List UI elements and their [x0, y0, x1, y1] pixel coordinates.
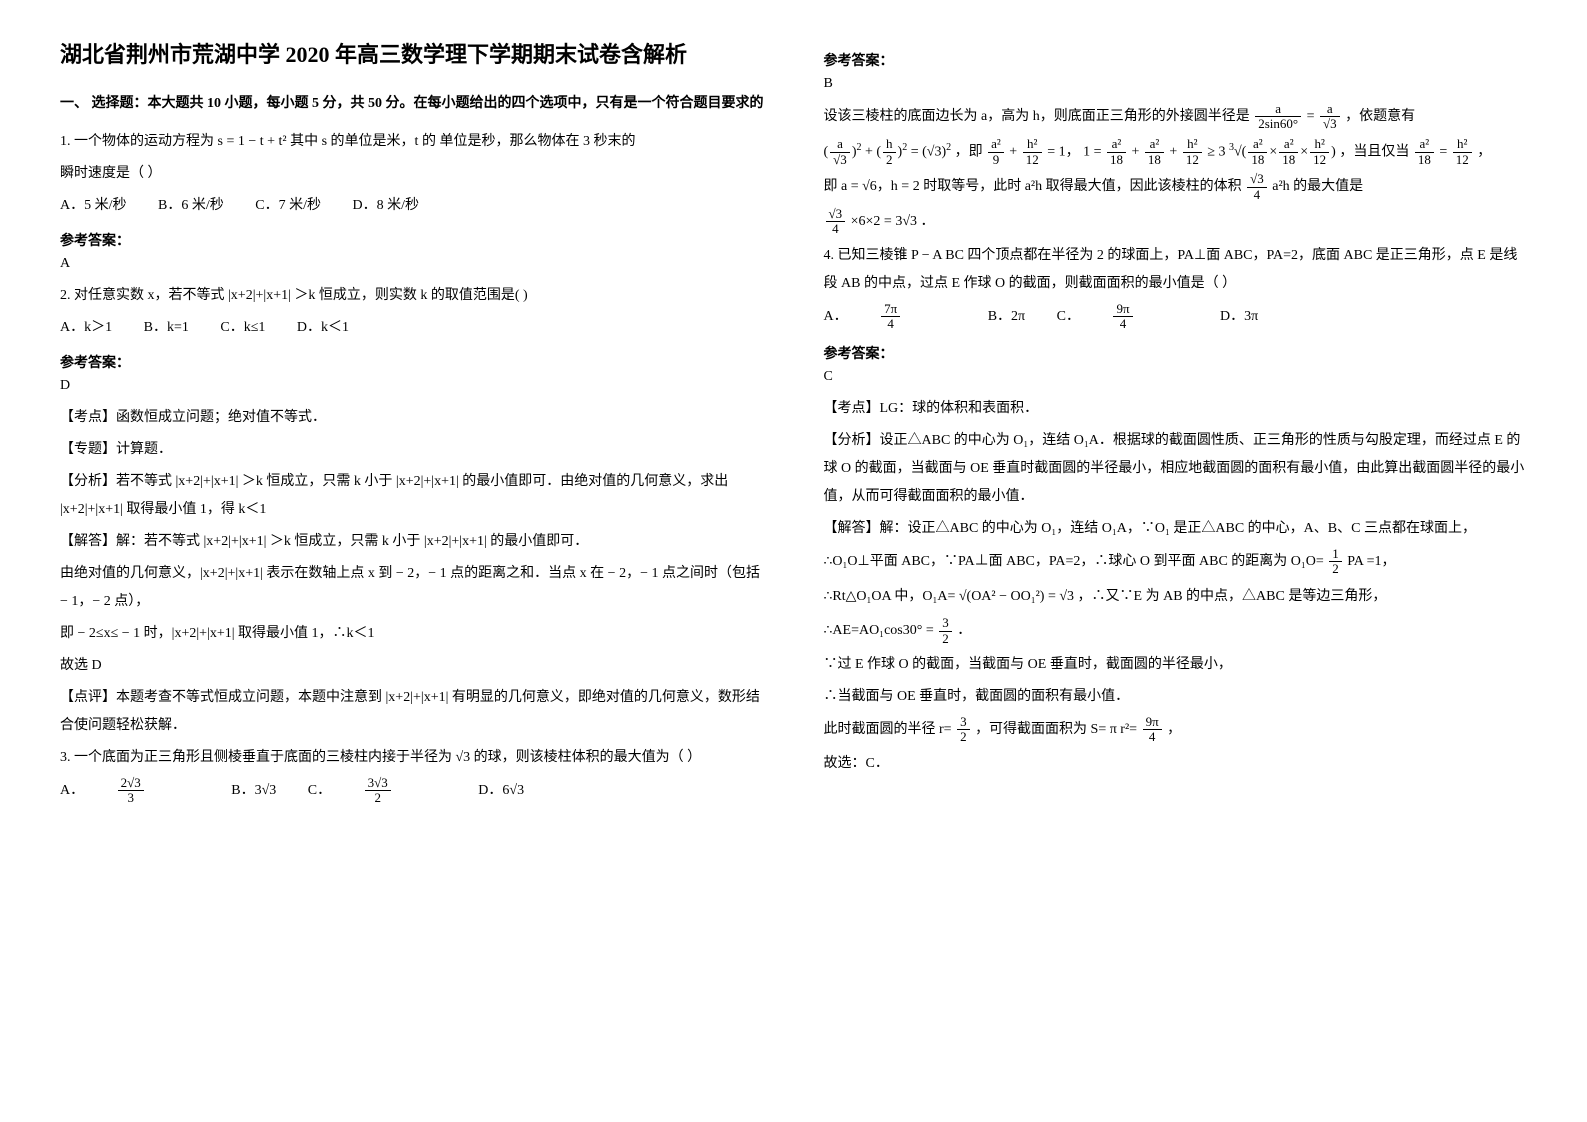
q4-p6: ∴AE=AO₁cos30° = 32 ． — [824, 616, 1528, 647]
q2-optB: B．k=1 — [144, 320, 189, 335]
q2-options: A．k＞1 B．k=1 C．k≤1 D．k＜1 — [60, 314, 764, 342]
q3-optB: B．3√3 — [231, 783, 276, 798]
q4-ans-label: 参考答案： — [824, 343, 1528, 363]
q3-stem: 3. 一个底面为正三角形且侧棱垂直于底面的三棱柱内接于半径为 √3 的球，则该棱… — [60, 744, 764, 772]
q1-optC: C．7 米/秒 — [255, 198, 321, 213]
q3-optD: D．6√3 — [478, 783, 524, 798]
q3-options: A． 2√33 B．3√3 C． 3√32 D．6√3 — [60, 776, 764, 807]
r-line1: 设该三棱柱的底面边长为 a，高为 h，则底面正三角形的外接圆半径是 a2sin6… — [824, 102, 1528, 133]
q4-p4: ∴O₁O⊥平面 ABC，∵PA⊥面 ABC，PA=2，∴球心 O 到平面 ABC… — [824, 547, 1528, 578]
q1-options: A．5 米/秒 B．6 米/秒 C．7 米/秒 D．8 米/秒 — [60, 192, 764, 220]
r-ans-label-1: 参考答案： — [824, 50, 1528, 70]
r-line4: √34 ×6×2 = 3√3 ． — [824, 207, 1528, 238]
q2-p5: 由绝对值的几何意义，|x+2|+|x+1| 表示在数轴上点 x 到 − 2，− … — [60, 560, 764, 616]
r-line2: (a√3)2 + (h2)2 = (√3)2 ，即 a²9 + h²12 = 1… — [824, 137, 1528, 168]
q4-optC: C． 9π4 — [1057, 309, 1192, 324]
q1-ans: A — [60, 256, 764, 272]
q4-p1: 【考点】LG：球的体积和表面积． — [824, 395, 1528, 423]
q1-optA: A．5 米/秒 — [60, 198, 127, 213]
q4-p7: ∵过 E 作球 O 的截面，当截面与 OE 垂直时，截面圆的半径最小， — [824, 651, 1528, 679]
q1-optB: B．6 米/秒 — [158, 198, 224, 213]
q1-stem-2: 瞬时速度是（ ） — [60, 160, 764, 188]
q2-p3: 【分析】若不等式 |x+2|+|x+1| ＞k 恒成立，只需 k 小于 |x+2… — [60, 468, 764, 524]
q2-optD: D．k＜1 — [297, 320, 349, 335]
q4-ans: C — [824, 369, 1528, 385]
q2-p7: 故选 D — [60, 652, 764, 680]
q4-optD: D．3π — [1220, 309, 1258, 324]
q4-p8: ∴当截面与 OE 垂直时，截面圆的面积有最小值． — [824, 683, 1528, 711]
q4-p10: 故选：C． — [824, 750, 1528, 778]
q2-ans: D — [60, 378, 764, 394]
q4-p5: ∴Rt△O₁OA 中，O₁A= √(OA² − OO₁²) = √3 ，∴又∵E… — [824, 582, 1528, 613]
q2-ans-label: 参考答案： — [60, 352, 764, 372]
q4-stem: 4. 已知三棱锥 P − A BC 四个顶点都在半径为 2 的球面上，PA⊥面 … — [824, 242, 1528, 298]
r-ans-1: B — [824, 76, 1528, 92]
doc-title: 湖北省荆州市荒湖中学 2020 年高三数学理下学期期末试卷含解析 — [60, 40, 764, 71]
q3-optA: A． 2√33 — [60, 783, 203, 798]
q2-optA: A．k＞1 — [60, 320, 112, 335]
r-line3: 即 a = √6，h = 2 时取等号，此时 a²h 取得最大值，因此该棱柱的体… — [824, 172, 1528, 203]
q1-stem-1: 1. 一个物体的运动方程为 s = 1 − t + t² 其中 s 的单位是米，… — [60, 128, 764, 156]
q4-p3: 【解答】解：设正△ABC 的中心为 O₁，连结 O₁A，∵O₁ 是正△ABC 的… — [824, 515, 1528, 543]
q2-p8: 【点评】本题考查不等式恒成立问题，本题中注意到 |x+2|+|x+1| 有明显的… — [60, 684, 764, 740]
q4-optB: B．2π — [988, 309, 1025, 324]
q1-ans-label: 参考答案： — [60, 230, 764, 250]
q4-options: A． 7π4 B．2π C． 9π4 D．3π — [824, 302, 1528, 333]
q2-p1: 【考点】函数恒成立问题；绝对值不等式． — [60, 404, 764, 432]
q2-optC: C．k≤1 — [220, 320, 265, 335]
q3-optC: C． 3√32 — [308, 783, 450, 798]
section1-title: 一、 选择题：本大题共 10 小题，每小题 5 分，共 50 分。在每小题给出的… — [60, 91, 764, 116]
q1-optD: D．8 米/秒 — [352, 198, 419, 213]
q4-optA: A． 7π4 — [824, 309, 960, 324]
q2-p2: 【专题】计算题． — [60, 436, 764, 464]
q4-p9: 此时截面圆的半径 r= 32 ，可得截面面积为 S= π r²= 9π4 ， — [824, 715, 1528, 746]
q2-stem: 2. 对任意实数 x，若不等式 |x+2|+|x+1| ＞k 恒成立，则实数 k… — [60, 282, 764, 310]
q2-p6: 即 − 2≤x≤ − 1 时，|x+2|+|x+1| 取得最小值 1，∴k＜1 — [60, 620, 764, 648]
q2-p4: 【解答】解：若不等式 |x+2|+|x+1| ＞k 恒成立，只需 k 小于 |x… — [60, 528, 764, 556]
q4-p2: 【分析】设正△ABC 的中心为 O₁，连结 O₁A．根据球的截面圆性质、正三角形… — [824, 427, 1528, 511]
